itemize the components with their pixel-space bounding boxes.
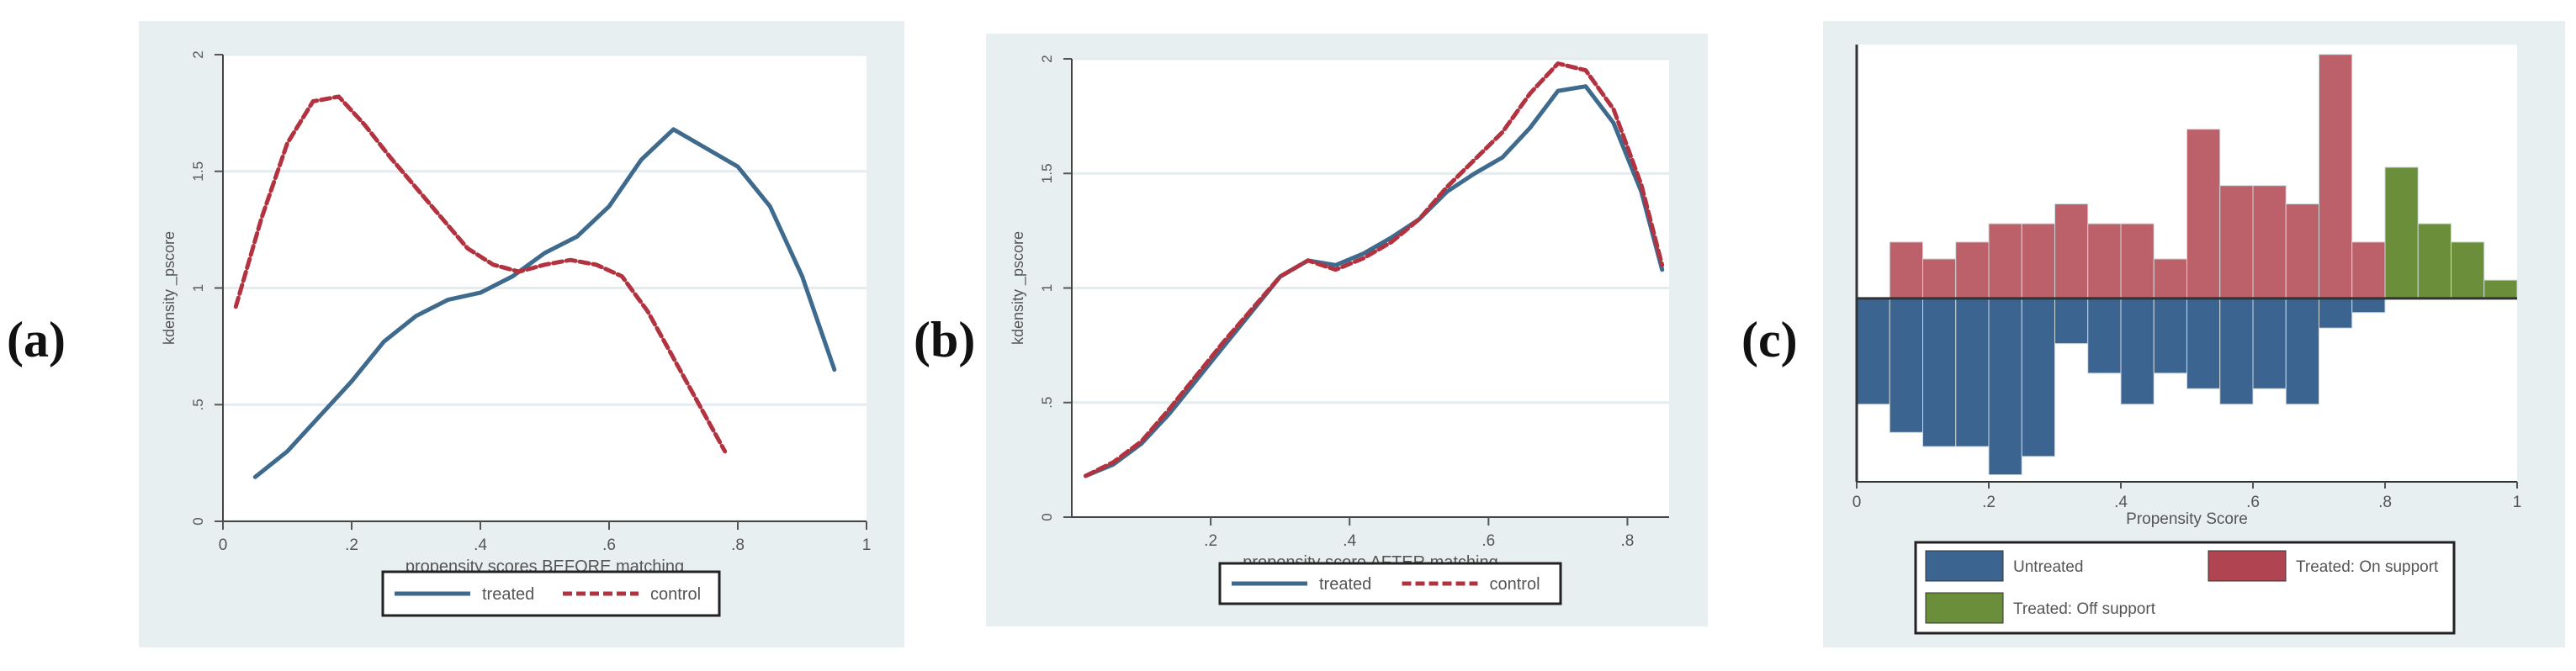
y-tick-label: 0 [1039, 513, 1055, 520]
bar [2384, 166, 2419, 299]
series-line-control [233, 94, 728, 454]
bar [2021, 223, 2055, 299]
x-axis-label: Propensity Score [2126, 510, 2248, 528]
bar [2186, 129, 2221, 299]
x-tick-label: 0 [1852, 494, 1862, 511]
bar [1955, 298, 1990, 447]
y-axis-label: kdensity _pscore [161, 231, 178, 345]
bar [1922, 258, 1957, 299]
y-tick-label: 1.5 [190, 161, 206, 182]
bar [2087, 223, 2122, 299]
x-tick-label: .2 [345, 536, 358, 554]
x-tick-label: .2 [1982, 494, 1996, 511]
legend-swatch [1925, 550, 2004, 582]
y-tick-label: .5 [190, 399, 206, 410]
x-tick-label: .6 [602, 536, 616, 554]
chart-panel-b: 0.511.52.2.4.6.8propensity score AFTER m… [986, 34, 1708, 626]
y-tick-label: .5 [1039, 397, 1055, 409]
bar [2483, 279, 2518, 299]
legend-label: control [1490, 575, 1540, 594]
x-tick-label: 1 [862, 536, 872, 554]
x-tick-label: .8 [1621, 532, 1635, 550]
bar [2120, 298, 2155, 405]
bar [2153, 298, 2187, 374]
y-tick-label: 2 [190, 50, 206, 58]
bar [2252, 185, 2287, 299]
x-tick-label: .4 [474, 536, 487, 554]
panel-label-c: (c) [1741, 312, 1798, 367]
bar [1988, 223, 2022, 299]
x-tick-label: .8 [2378, 494, 2392, 511]
x-tick-label: .4 [2114, 494, 2128, 511]
panel-label-a: (a) [7, 312, 66, 367]
bar [2319, 298, 2353, 329]
panel-label-b: (b) [914, 312, 976, 367]
legend-label: Treated: Off support [2013, 600, 2156, 618]
series-line-control [1084, 61, 1665, 478]
bar [1955, 241, 1990, 299]
bar [1856, 298, 1890, 405]
bar [2054, 298, 2089, 345]
legend-label: Untreated [2013, 558, 2083, 576]
bar [2351, 298, 2386, 314]
bar [2319, 54, 2353, 299]
series-line-treated [252, 127, 837, 479]
bar [2087, 298, 2122, 374]
bar [1889, 241, 1923, 299]
bar [2351, 241, 2386, 299]
y-tick-label: 1.5 [1039, 163, 1055, 183]
series-line-treated [1084, 84, 1665, 478]
bar [2285, 203, 2319, 299]
legend-label: treated [482, 585, 534, 604]
bar [2451, 241, 2485, 299]
y-tick-label: 1 [1039, 284, 1055, 292]
y-axis-label: kdensity _pscore [1010, 231, 1027, 345]
bar [2285, 298, 2319, 405]
y-tick-label: 1 [190, 284, 206, 292]
bar [2417, 223, 2451, 299]
x-tick-label: 0 [219, 536, 228, 554]
bar [2219, 185, 2254, 299]
chart-b: 0.511.52.2.4.6.8propensity score AFTER m… [1010, 55, 1669, 605]
x-tick-label: .6 [1481, 532, 1495, 550]
chart-c: 0 .2 .4 .6 .8 1 Propensity Score Untreated Treat… [1852, 45, 2522, 635]
legend-box [1914, 541, 2456, 635]
legend-label: treated [1319, 575, 1371, 594]
bar [1922, 298, 1957, 447]
bar [2021, 298, 2055, 457]
x-tick-label: .4 [1343, 532, 1356, 550]
x-tick-label: .2 [1204, 532, 1217, 550]
bar [2153, 258, 2187, 299]
x-tick-label: .8 [731, 536, 745, 554]
bar [2252, 298, 2287, 389]
bar [2219, 298, 2254, 405]
chart-panel-c: 0 .2 .4 .6 .8 1 Propensity Score Untreated Treat… [1823, 21, 2565, 647]
chart-panel-a: 0.5 1 1.5 2 0.2.4.6.8 1 propensity scores BEFO… [139, 21, 904, 647]
legend-label: Treated: On support [2296, 558, 2439, 576]
legend-swatch [1925, 592, 2004, 624]
legend-label: control [650, 585, 701, 604]
x-tick-label: .6 [2246, 494, 2260, 511]
bar [2120, 223, 2155, 299]
bar [1988, 298, 2022, 476]
bar [1889, 298, 1923, 433]
y-tick-label: 2 [1039, 55, 1055, 62]
legend-swatch [2208, 550, 2287, 582]
bar [2054, 203, 2089, 299]
bar [2186, 298, 2221, 389]
y-tick-label: 0 [190, 517, 206, 525]
x-tick-label: 1 [2513, 494, 2522, 511]
